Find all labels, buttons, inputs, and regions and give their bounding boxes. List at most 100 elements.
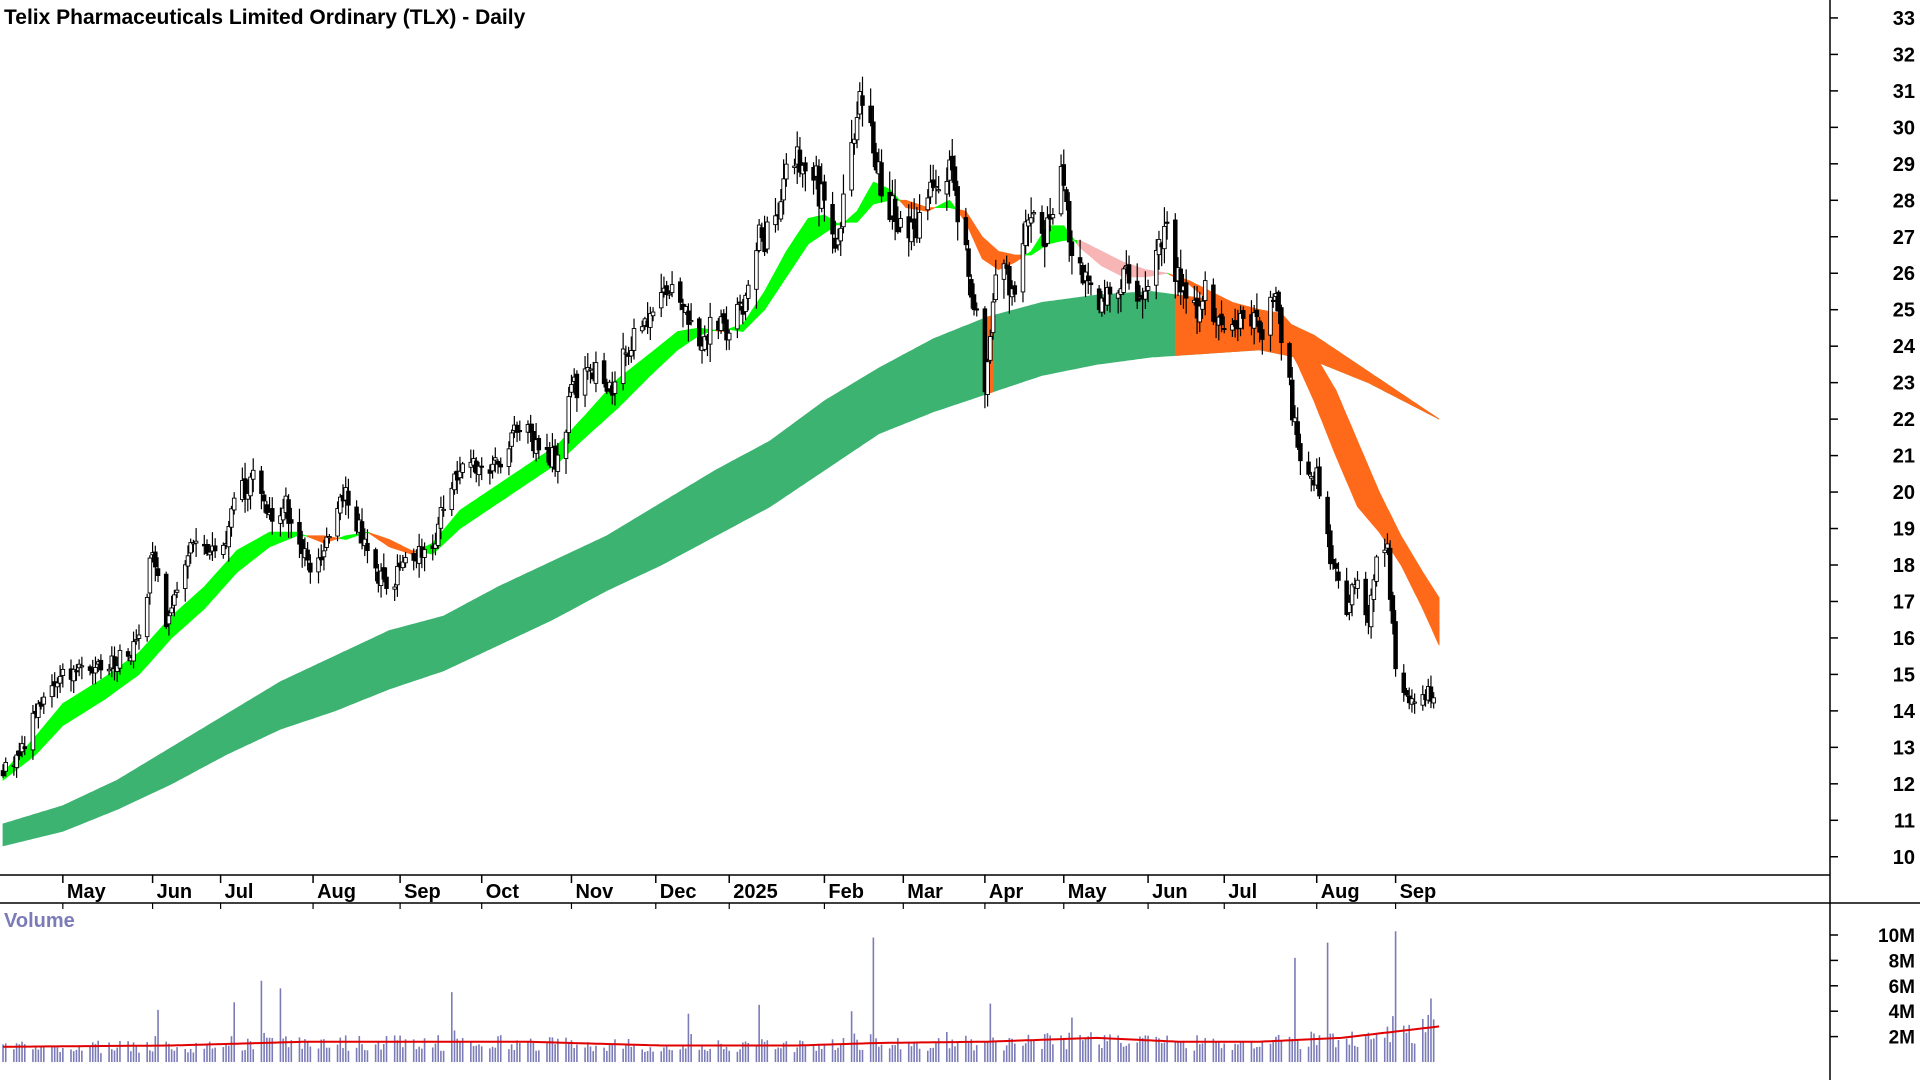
time-tick-label: May [1068,881,1108,903]
candle-body [726,332,732,341]
candle-body [172,594,177,606]
time-tick-label: Sep [1400,881,1437,903]
candle-body [1344,580,1349,615]
candle-body [1241,310,1246,319]
candle-body [1069,241,1075,256]
candle-body [1431,697,1436,704]
candle-body [838,227,843,242]
candle-body [852,138,857,144]
candle-body [1390,595,1396,624]
candle-body [909,221,914,243]
candle-body [588,368,593,371]
candle-body [1001,263,1007,280]
price-tick-label: 15 [1893,664,1915,686]
candle-body [754,250,759,290]
candle-body [1028,217,1034,224]
candle-body [125,651,131,657]
candle-body [36,703,41,718]
price-tick-label: 29 [1893,154,1915,176]
candle-body [452,473,457,491]
price-tick-label: 31 [1893,81,1915,103]
time-tick-label: Aug [1321,881,1360,903]
candle-body [509,432,514,447]
candle-body [460,463,465,473]
candle-body [678,281,683,303]
candle-body [667,293,672,296]
candle-body [144,596,150,638]
time-tick-label: Jun [1152,881,1188,903]
price-tick-label: 23 [1893,373,1915,395]
candle-body [985,361,990,395]
candle-body [1330,558,1336,565]
candle-body [346,490,351,506]
candle-body [1317,466,1322,497]
candle-body [1143,290,1148,300]
candle-body [93,667,98,674]
candle-body [259,470,264,494]
candle-body [759,227,765,239]
candle-body [400,561,406,569]
candle-body [41,696,47,705]
candle-body [930,179,936,188]
volume-average-line [2,1025,1440,1048]
candle-body [1050,214,1056,219]
time-tick-label: Jun [157,881,193,903]
candle-body [498,463,503,468]
candle-body [305,549,310,561]
candle-body [30,712,36,751]
price-tick-label: 22 [1893,409,1915,431]
time-tick-label: Jul [1228,881,1257,903]
candle-body [988,336,993,361]
candle-body [1328,530,1333,565]
candle-body [822,181,827,201]
candle-body [359,521,365,544]
price-tick-label: 26 [1893,263,1915,285]
candle-body [707,316,713,345]
candle-body [1292,417,1298,423]
candle-body [74,670,79,673]
candle-body [55,682,60,688]
candle-body [830,204,835,235]
price-tick-label: 27 [1893,227,1915,249]
candle-body [936,189,941,192]
time-tick-label: Jul [225,881,254,903]
candle-body [1309,475,1314,479]
candle-body [1153,250,1159,286]
volume-tick-label: 4M [1889,1002,1915,1023]
candle-body [993,274,999,301]
candle-body [57,675,63,684]
candle-body [1197,305,1203,323]
price-tick-label: 16 [1893,628,1915,650]
candle-body [134,639,139,642]
candle-body [664,285,669,296]
candle-body [582,368,588,396]
candle-body [746,284,751,299]
candle-body [250,469,256,480]
price-tick-label: 24 [1893,336,1916,358]
candle-body [49,685,55,698]
candle-body [697,318,702,347]
candle-body [381,567,387,580]
candle-body [1230,324,1235,331]
candle-body [166,615,172,625]
short-term-band-down-segment [369,532,418,555]
candle-body [1254,309,1260,318]
candle-body [131,641,136,662]
candle-body [17,750,22,757]
candle-body [1173,219,1178,282]
candle-body [286,499,291,524]
candle-body [106,668,112,672]
candle-body [514,424,520,433]
candle-body [493,457,498,461]
candle-body [1306,461,1311,475]
time-tick-label: Sep [404,881,441,903]
candle-body [316,557,321,573]
volume-panel-title: Volume [4,910,75,932]
candle-body [297,521,302,545]
candle-body [735,303,740,330]
candle-body [555,454,561,472]
candle-body [1012,285,1018,295]
candle-body [479,465,484,468]
candle-body [620,348,626,385]
candle-body [248,476,253,497]
